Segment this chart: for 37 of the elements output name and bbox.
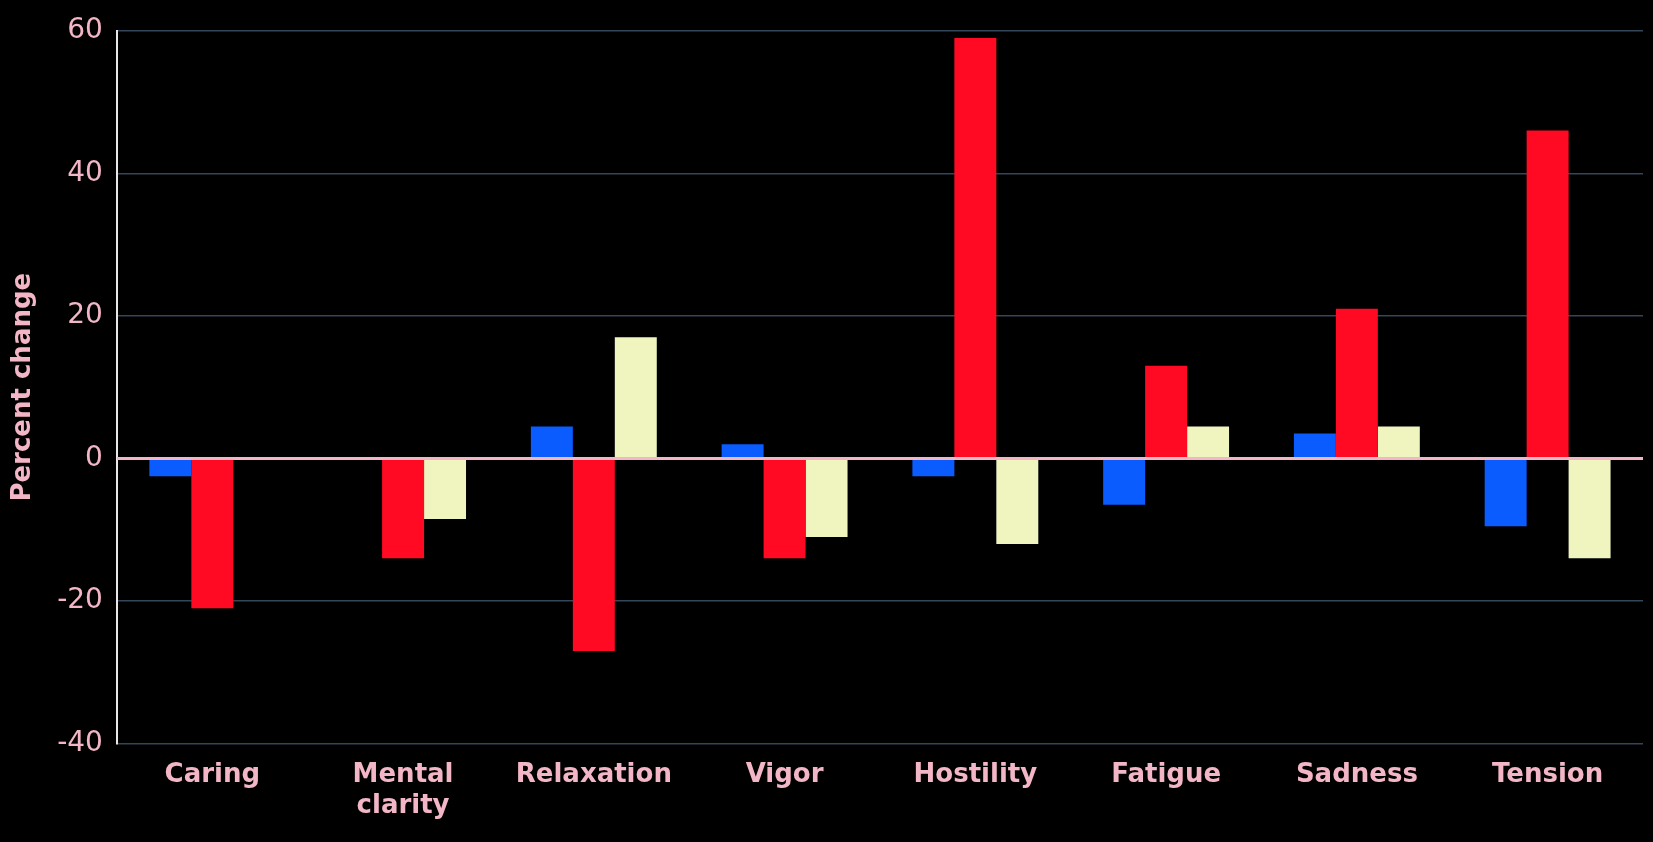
bar — [1568, 459, 1611, 559]
bar — [912, 459, 955, 477]
x-tick-label: Relaxation — [515, 757, 672, 788]
bar — [954, 37, 997, 458]
y-axis-title: Percent change — [6, 272, 37, 502]
x-tick-label: Tension — [1492, 757, 1604, 788]
bar — [382, 459, 425, 559]
bar — [424, 459, 467, 520]
x-tick-label: Sadness — [1295, 757, 1418, 788]
bar — [149, 459, 192, 477]
bar — [996, 459, 1039, 545]
y-tick-label: 60 — [67, 12, 103, 46]
y-tick-label: 40 — [67, 154, 103, 188]
y-tick-label: -40 — [57, 724, 103, 758]
y-tick-label: -20 — [57, 582, 103, 616]
bar — [572, 459, 615, 651]
bar — [1526, 130, 1569, 458]
bar — [805, 459, 848, 537]
bar — [1187, 426, 1230, 458]
bar — [1377, 426, 1420, 458]
bar — [763, 459, 806, 559]
bar — [721, 444, 764, 458]
bar — [1103, 459, 1146, 505]
x-tick-label: Hostility — [913, 757, 1038, 788]
x-tick-label: Fatigue — [1111, 757, 1222, 788]
x-tick-label: Mental clarity — [352, 757, 454, 820]
y-tick-label: 0 — [85, 439, 103, 473]
bar — [1335, 308, 1378, 458]
bar — [1484, 459, 1527, 527]
y-tick-label: 20 — [67, 297, 103, 331]
bar — [191, 459, 234, 609]
x-tick-label: Vigor — [745, 757, 824, 788]
bar — [1293, 433, 1336, 458]
bar — [530, 426, 573, 458]
x-tick-label: Caring — [164, 757, 261, 788]
bar — [614, 337, 657, 458]
bar — [1145, 365, 1188, 458]
